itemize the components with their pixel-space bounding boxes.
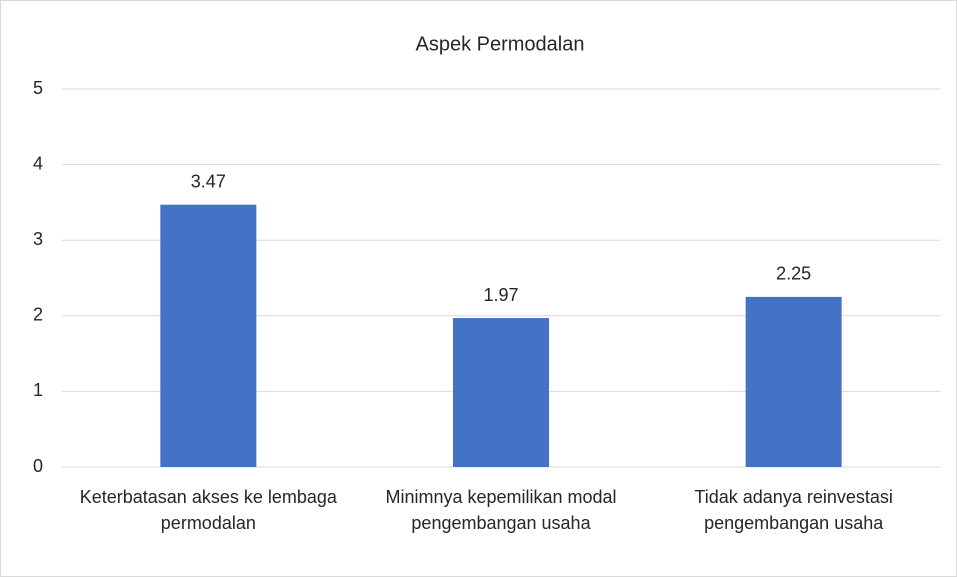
x-tick-label: Minimnya kepemilikan modal pengembangan …: [385, 487, 617, 533]
bar: [745, 296, 842, 467]
chart-title: Aspek Permodalan: [416, 33, 585, 55]
data-label: 3.47: [191, 171, 226, 191]
data-label: 1.97: [483, 285, 518, 305]
data-label: 2.25: [776, 264, 811, 284]
y-tick-label: 4: [33, 153, 43, 173]
x-tick-label: Tidak adanya reinvestasi pengembangan us…: [694, 487, 893, 533]
y-tick-label: 5: [33, 78, 43, 98]
y-tick-label: 0: [33, 456, 43, 476]
y-tick-label: 3: [33, 229, 43, 249]
bar: [160, 204, 257, 467]
y-tick-label: 1: [33, 380, 43, 400]
x-tick-label: Keterbatasan akses ke lembaga permodalan: [79, 487, 337, 533]
bar: [453, 318, 549, 467]
y-tick-label: 2: [33, 305, 43, 325]
